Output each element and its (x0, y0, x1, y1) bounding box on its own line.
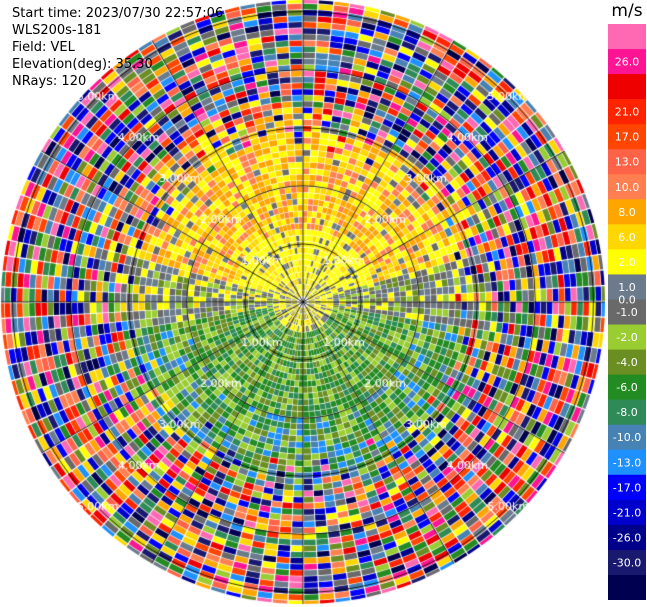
colorbar-bin (608, 449, 646, 476)
colorbar-bin (608, 374, 646, 401)
colorbar-bin (608, 324, 646, 351)
colorbar-tick-label: 21.0 (615, 106, 640, 119)
colorbar-bin (608, 274, 646, 300)
colorbar-bin (608, 499, 646, 526)
colorbar-bin (608, 224, 646, 250)
nrays-label: NRays: 120 (12, 74, 87, 89)
colorbar-bin (608, 199, 646, 225)
colorbar-tick-label: -6.0 (616, 381, 637, 394)
colorbar-tick-label: 10.0 (615, 181, 640, 194)
colorbar-tick-label: -1.0 (616, 306, 637, 319)
colorbar-bin (608, 424, 646, 451)
colorbar-tick-label: -17.0 (613, 481, 641, 494)
colorbar-tick-label: 17.0 (615, 131, 640, 144)
colorbar-tick-label: -2.0 (616, 331, 637, 344)
colorbar-tick-label: 26.0 (615, 56, 640, 69)
colorbar-tick-label: 8.0 (618, 206, 636, 219)
field-label: Field: VEL (12, 40, 75, 55)
colorbar-tick-label: 6.0 (618, 231, 636, 244)
colorbar-bin (608, 474, 646, 501)
colorbar-tick-label: 2.0 (618, 256, 636, 269)
colorbar-tick-label: -26.0 (613, 531, 641, 544)
colorbar-bin (608, 399, 646, 426)
colorbar-bin (608, 174, 646, 200)
colorbar-tick-label: -10.0 (613, 431, 641, 444)
colorbar-tick-label: -8.0 (616, 406, 637, 419)
colorbar-bin (608, 524, 646, 551)
station-label: WLS200s-181 (12, 23, 102, 38)
colorbar-bin (608, 574, 646, 600)
colorbar-bin (608, 349, 646, 376)
colorbar-bin (608, 24, 646, 50)
colorbar-units: m/s (611, 1, 643, 21)
colorbar-tick-label: -21.0 (613, 506, 641, 519)
colorbar-tick-label: -30.0 (613, 556, 641, 569)
colorbar-bin (608, 299, 646, 326)
colorbar-bin (608, 124, 646, 150)
elevation-label: Elevation(deg): 35.30 (12, 57, 153, 72)
colorbar-tick-label: 13.0 (615, 156, 640, 169)
colorbar-bin (608, 49, 646, 75)
colorbar-bin (608, 249, 646, 275)
velocity-colorbar: 26.0 21.0 17.0 13.0 10.0 8.0 6.0 2.0 1.00.0-1.0 -… (608, 24, 646, 600)
colorbar-bin (608, 74, 646, 100)
colorbar-tick-label: 0.0 (618, 293, 636, 306)
colorbar-tick-label: -13.0 (613, 456, 641, 469)
colorbar-bin (608, 149, 646, 175)
colorbar-tick-label: -4.0 (616, 356, 637, 369)
start-time-label: Start time: 2023/07/30 22:57:06 (12, 6, 224, 21)
colorbar-tick-label: 1.0 (618, 281, 636, 294)
colorbar-bin (608, 99, 646, 125)
colorbar-bin (608, 549, 646, 576)
